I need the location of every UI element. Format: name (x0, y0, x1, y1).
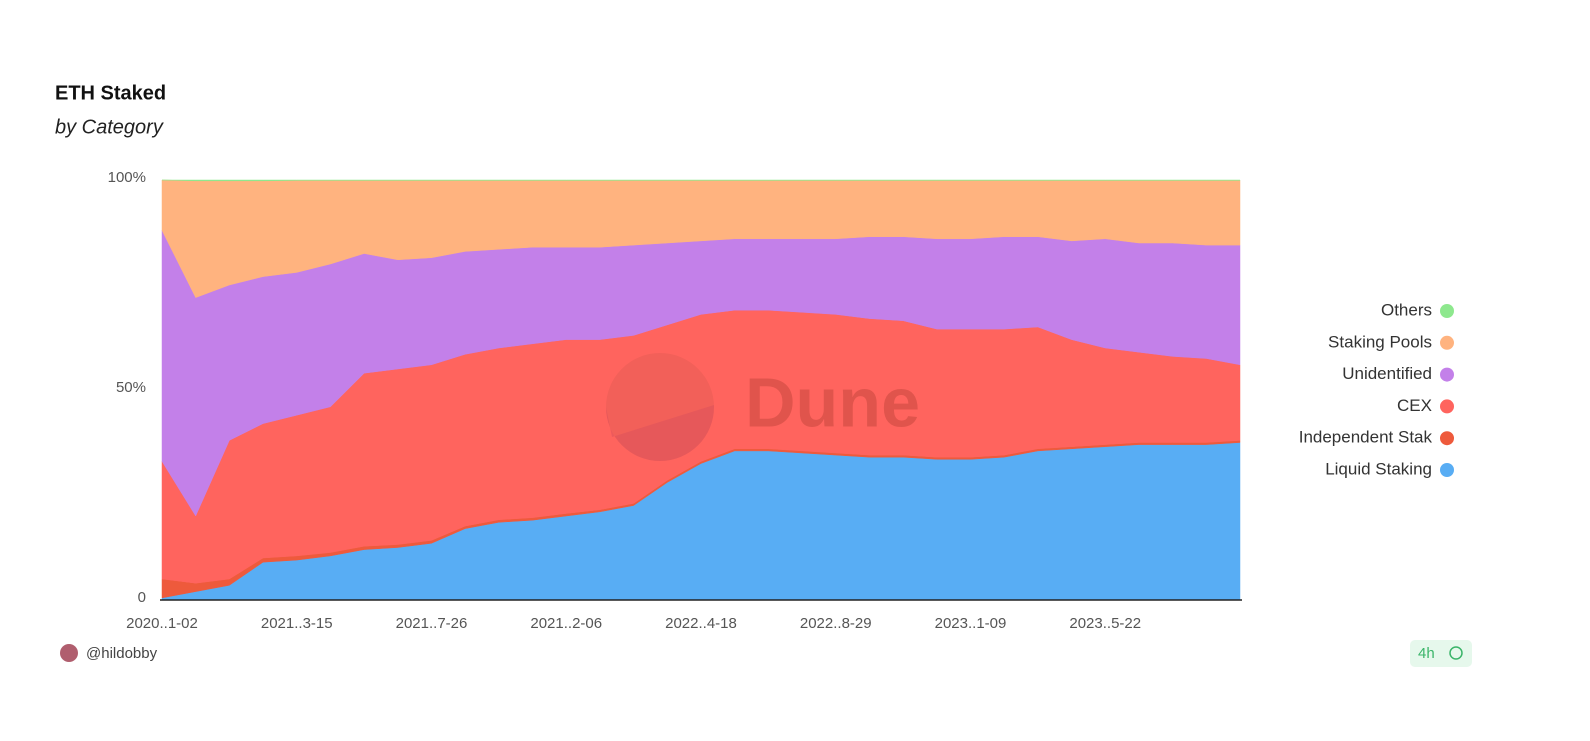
legend-label: Independent Stak (1299, 428, 1433, 447)
y-tick-label: 100% (108, 169, 146, 186)
refresh-label: 4h (1418, 645, 1435, 662)
x-tick-label: 2021..3-15 (261, 615, 333, 632)
legend-swatch (1440, 367, 1454, 382)
legend-label: CEX (1397, 396, 1432, 415)
chart-title: ETH Staked (55, 82, 166, 104)
plot-area: 0 50% 100% 2020..1-02 2021..3-15 2021..7-26 20… (108, 169, 1242, 632)
area (161, 179, 1241, 182)
legend: Others Staking Pools Unidentified CEX Indepe… (1299, 300, 1454, 478)
y-tick-label: 50% (116, 379, 146, 396)
legend-swatch (1440, 431, 1454, 446)
legend-swatch (1440, 335, 1454, 350)
x-tick-label: 2023..1-09 (935, 615, 1007, 632)
refresh-icon (1449, 646, 1463, 660)
watermark-logo-slice (606, 405, 714, 461)
author[interactable]: @hildobby (86, 645, 158, 662)
watermark-logo (606, 353, 714, 461)
legend-label: Unidentified (1342, 364, 1432, 383)
author-avatar (60, 644, 78, 662)
chart-subtitle: by Category (55, 116, 164, 138)
legend-swatch (1440, 304, 1454, 318)
x-tick-label: 2021..7-26 (396, 615, 468, 632)
legend-label: Others (1381, 300, 1432, 319)
legend-swatch (1440, 399, 1454, 414)
x-tick-label: 2021..2-06 (530, 615, 602, 632)
x-tick-label: 2022..4-18 (665, 615, 737, 632)
legend-label: Staking Pools (1328, 332, 1432, 351)
y-tick-label: 0 (138, 589, 146, 606)
watermark: Dune (606, 353, 920, 461)
legend-swatch (1440, 463, 1454, 477)
x-tick-label: 2020..1-02 (126, 615, 198, 632)
legend-label: Liquid Staking (1325, 459, 1432, 478)
watermark-text: Dune (745, 363, 920, 441)
x-tick-label: 2022..8-29 (800, 615, 872, 632)
x-tick-label: 2023..5-22 (1069, 615, 1141, 632)
